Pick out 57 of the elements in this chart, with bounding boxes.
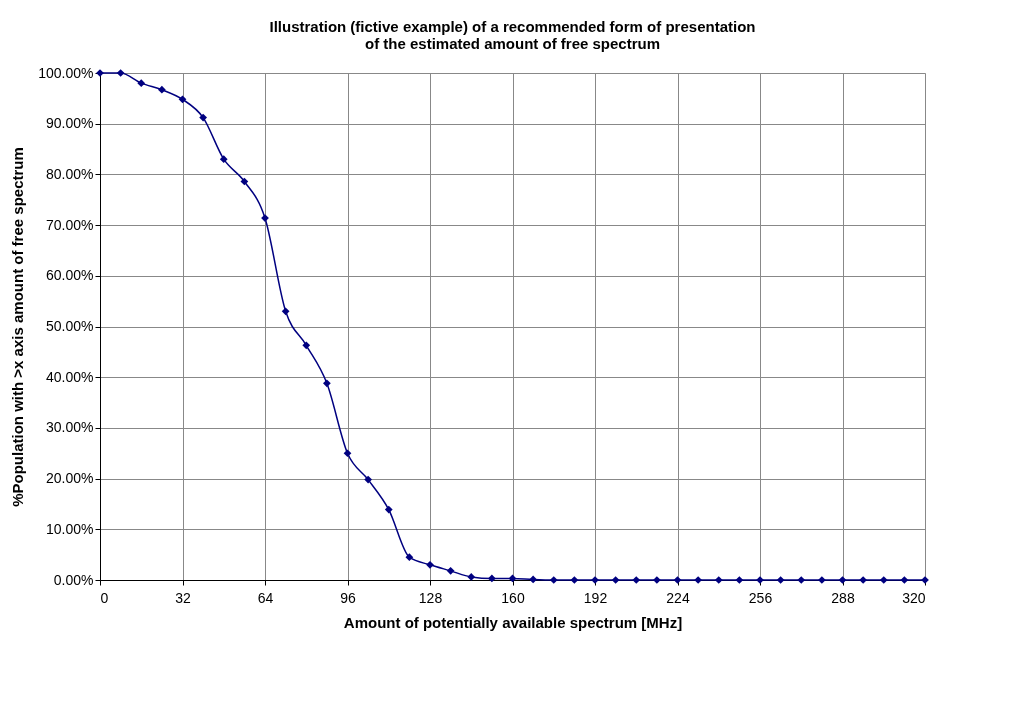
x-tick-label: 224: [666, 589, 690, 606]
point: [797, 576, 806, 584]
point: [426, 560, 434, 569]
x-tick-label: 0: [100, 589, 109, 606]
y-tick-label: 40.00%: [46, 368, 94, 385]
y-tick-label: 90.00%: [46, 115, 94, 132]
point: [488, 574, 496, 583]
point: [384, 505, 393, 514]
point: [900, 576, 909, 584]
point: [116, 69, 125, 77]
point: [343, 449, 352, 458]
point: [240, 177, 249, 186]
point: [549, 576, 558, 584]
x-tick-label: 96: [340, 589, 356, 606]
point: [323, 379, 331, 388]
text: of the estimated amount of free spectrum: [364, 35, 661, 52]
point: [632, 576, 641, 584]
x-tick-label: 32: [175, 589, 191, 606]
point: [611, 576, 620, 584]
point: [302, 341, 311, 350]
y-tick-label: 20.00%: [46, 470, 94, 487]
point: [281, 307, 290, 316]
point: [405, 553, 414, 562]
y-tick-label: 10.00%: [46, 520, 94, 537]
point: [714, 576, 723, 584]
point: [158, 85, 166, 94]
x-tick-label: 192: [583, 589, 608, 606]
point: [735, 576, 744, 584]
point: [673, 576, 682, 584]
x-axis-title: Amount of potentially available spectrum [MHz]: [343, 613, 683, 631]
point: [467, 573, 476, 581]
point: [838, 576, 847, 584]
point: [529, 575, 537, 584]
x-tick-label: 288: [831, 589, 855, 606]
point: [879, 576, 888, 584]
y-tick-label: 50.00%: [46, 318, 94, 334]
y-tick-label: 0.00%: [53, 571, 94, 588]
point: [570, 576, 579, 584]
point: [178, 95, 187, 104]
y-tick-label: 70.00%: [46, 216, 94, 233]
x-tick-label: 160: [501, 589, 525, 606]
point: [137, 79, 146, 88]
y-axis-title: %Population with >x axis amount of free spectrum: [9, 147, 27, 507]
x-tick-label: 320: [902, 589, 926, 606]
point: [199, 113, 207, 122]
y-tick-label: 60.00%: [46, 267, 94, 284]
point: [364, 475, 372, 484]
x-tick-label: 256: [748, 589, 773, 606]
point: [776, 576, 785, 584]
y-tick-label: 100.00%: [38, 64, 94, 81]
y-tick-label: 80.00%: [46, 165, 94, 182]
y-tick-label: 30.00%: [46, 419, 94, 436]
text: Illustration (fictive example) of a recommended form of presentation: [269, 18, 756, 35]
x-tick-label: 64: [257, 589, 274, 606]
point: [219, 155, 228, 164]
x-tick-label: 128: [418, 589, 443, 606]
point: [446, 567, 455, 575]
